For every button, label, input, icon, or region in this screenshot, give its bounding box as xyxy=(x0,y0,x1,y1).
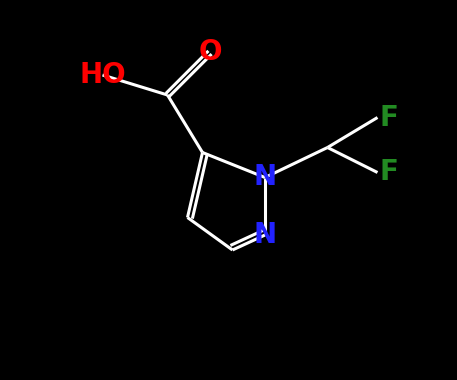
Text: O: O xyxy=(198,38,222,66)
Text: F: F xyxy=(379,158,398,187)
Text: F: F xyxy=(379,103,398,131)
Text: N: N xyxy=(254,221,276,249)
Text: N: N xyxy=(254,163,276,192)
Text: HO: HO xyxy=(79,61,126,89)
